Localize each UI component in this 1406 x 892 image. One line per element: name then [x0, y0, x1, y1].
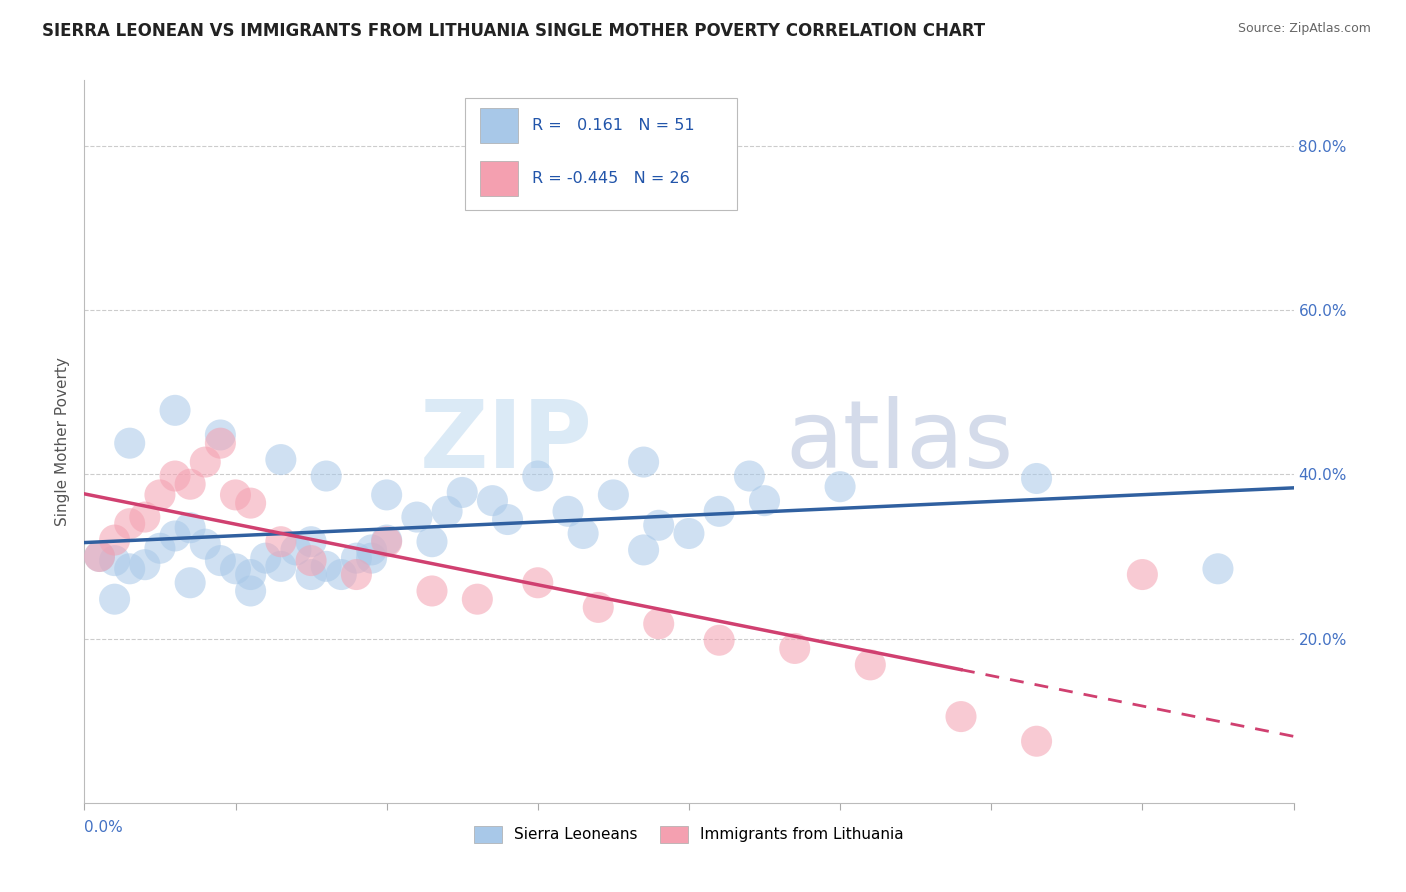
- Point: [481, 493, 503, 508]
- Point: [527, 575, 550, 590]
- Point: [709, 633, 731, 648]
- Point: [134, 510, 156, 524]
- Point: [270, 559, 292, 574]
- Point: [754, 493, 776, 508]
- Point: [859, 657, 882, 672]
- Point: [830, 480, 852, 494]
- Point: [194, 455, 217, 469]
- Point: [179, 575, 201, 590]
- Point: [375, 533, 398, 547]
- Point: [406, 510, 429, 524]
- Point: [89, 549, 111, 564]
- Point: [330, 567, 353, 582]
- Point: [179, 477, 201, 491]
- Point: [179, 521, 201, 535]
- Text: 0.0%: 0.0%: [84, 820, 124, 835]
- Text: R =   0.161   N = 51: R = 0.161 N = 51: [531, 119, 695, 133]
- Point: [588, 600, 610, 615]
- Point: [360, 542, 382, 557]
- Point: [104, 592, 127, 607]
- Point: [165, 469, 187, 483]
- Point: [194, 537, 217, 551]
- Point: [1025, 471, 1047, 485]
- Point: [118, 562, 141, 576]
- Point: [346, 567, 368, 582]
- Point: [104, 533, 127, 547]
- Point: [104, 553, 127, 567]
- Point: [254, 551, 277, 566]
- Point: [467, 592, 489, 607]
- Point: [602, 488, 624, 502]
- Point: [299, 553, 322, 567]
- Point: [1132, 567, 1154, 582]
- Text: atlas: atlas: [786, 395, 1014, 488]
- Point: [270, 452, 292, 467]
- Point: [1025, 734, 1047, 748]
- Point: [420, 584, 443, 599]
- Point: [270, 534, 292, 549]
- Point: [239, 496, 262, 510]
- Point: [239, 584, 262, 599]
- Text: ZIP: ZIP: [419, 395, 592, 488]
- FancyBboxPatch shape: [479, 161, 519, 196]
- Point: [496, 512, 519, 526]
- Point: [436, 504, 458, 518]
- FancyBboxPatch shape: [479, 109, 519, 143]
- Point: [315, 559, 337, 574]
- Point: [165, 403, 187, 417]
- Point: [299, 567, 322, 582]
- Point: [360, 551, 382, 566]
- Point: [709, 504, 731, 518]
- Point: [738, 469, 761, 483]
- Point: [149, 541, 172, 556]
- Point: [209, 553, 232, 567]
- Text: Source: ZipAtlas.com: Source: ZipAtlas.com: [1237, 22, 1371, 36]
- Point: [950, 709, 973, 723]
- Point: [239, 567, 262, 582]
- Point: [633, 542, 655, 557]
- Text: R = -0.445   N = 26: R = -0.445 N = 26: [531, 171, 689, 186]
- Point: [572, 526, 595, 541]
- Point: [89, 549, 111, 564]
- Point: [1206, 562, 1229, 576]
- Point: [648, 616, 671, 631]
- Point: [285, 542, 308, 557]
- Point: [299, 534, 322, 549]
- Point: [209, 436, 232, 450]
- Point: [783, 641, 806, 656]
- Point: [557, 504, 579, 518]
- Point: [225, 488, 247, 502]
- Point: [149, 488, 172, 502]
- Point: [134, 558, 156, 572]
- FancyBboxPatch shape: [465, 98, 737, 211]
- Point: [420, 534, 443, 549]
- Point: [346, 551, 368, 566]
- Text: SIERRA LEONEAN VS IMMIGRANTS FROM LITHUANIA SINGLE MOTHER POVERTY CORRELATION CH: SIERRA LEONEAN VS IMMIGRANTS FROM LITHUA…: [42, 22, 986, 40]
- Point: [633, 455, 655, 469]
- Legend: Sierra Leoneans, Immigrants from Lithuania: Sierra Leoneans, Immigrants from Lithuan…: [468, 820, 910, 849]
- Point: [375, 488, 398, 502]
- Point: [165, 529, 187, 543]
- Point: [451, 485, 474, 500]
- Point: [225, 562, 247, 576]
- Point: [678, 526, 700, 541]
- Point: [648, 518, 671, 533]
- Point: [375, 534, 398, 549]
- Point: [527, 469, 550, 483]
- Point: [209, 428, 232, 442]
- Point: [118, 516, 141, 531]
- Point: [118, 436, 141, 450]
- Y-axis label: Single Mother Poverty: Single Mother Poverty: [55, 357, 70, 526]
- Point: [315, 469, 337, 483]
